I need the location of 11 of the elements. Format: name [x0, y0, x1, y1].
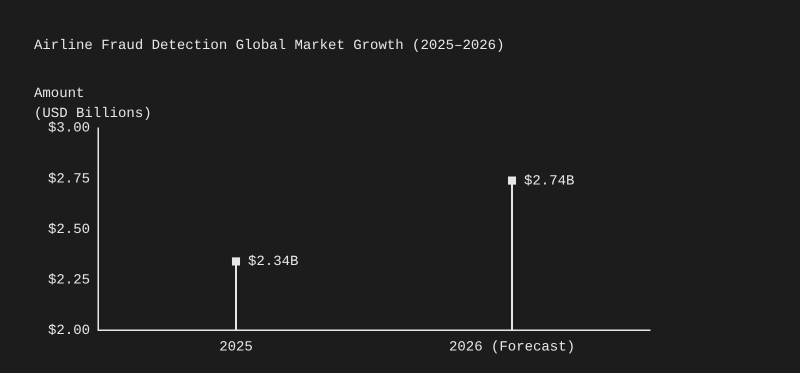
- x-tick-label: 2026 (Forecast): [448, 339, 576, 356]
- y-tick-label: $2.25: [48, 272, 90, 288]
- data-label: $2.74B: [524, 173, 574, 190]
- x-tick-label: 2025: [219, 339, 253, 356]
- y-tick-label: $2.50: [48, 222, 90, 238]
- y-tick-label: $2.75: [48, 171, 90, 188]
- y-axis-title: Amount (USD Billions): [34, 85, 152, 122]
- y-tick-label: $3.00: [48, 120, 90, 137]
- data-label: $2.34B: [248, 254, 298, 270]
- chart-title: Airline Fraud Detection Global Market Growth (2025–2026): [34, 38, 504, 54]
- y-tick-label: $2.00: [48, 322, 90, 339]
